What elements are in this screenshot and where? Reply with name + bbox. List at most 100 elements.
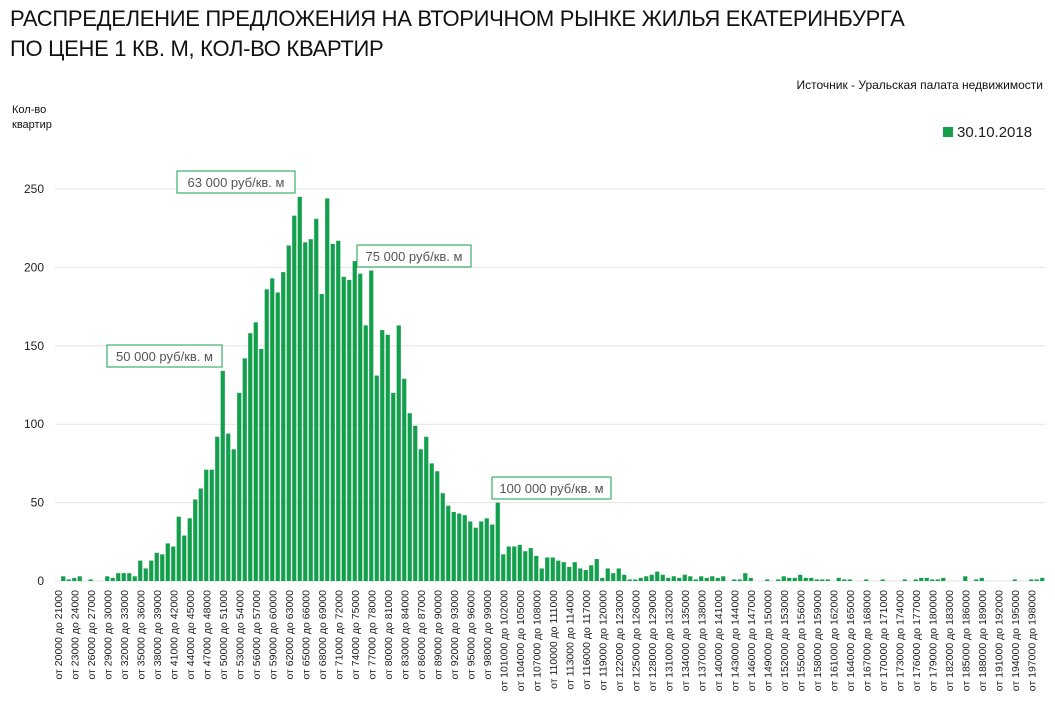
- x-tick-label: от 185000 до 186000: [960, 590, 972, 691]
- x-tick-label: от 173000 до 174000: [894, 590, 906, 691]
- x-tick-label: от 68000 до 69000: [317, 590, 329, 680]
- bar: [358, 273, 363, 581]
- bar: [275, 292, 280, 581]
- x-tick-label: от 143000 до 144000: [729, 590, 741, 691]
- x-tick-label: от 167000 до 168000: [861, 590, 873, 691]
- bar: [154, 552, 159, 581]
- bar: [506, 546, 511, 581]
- annotation: 75 000 руб/кв. м: [366, 249, 463, 264]
- bar: [66, 579, 71, 581]
- x-tick-label: от 62000 до 63000: [284, 590, 296, 680]
- bar: [484, 518, 489, 581]
- source: Источник - Уральская палата недвижимости: [796, 78, 1043, 92]
- bar: [935, 579, 940, 581]
- bar: [352, 261, 357, 581]
- bar: [512, 546, 517, 581]
- bar: [517, 544, 522, 581]
- x-tick-label: от 161000 до 162000: [828, 590, 840, 691]
- x-tick-label: от 170000 до 171000: [878, 590, 890, 691]
- x-tick-label: от 131000 до 132000: [663, 590, 675, 691]
- bar: [550, 557, 555, 581]
- bar: [165, 543, 170, 581]
- bar: [814, 579, 819, 581]
- x-tick-label: от 95000 до 96000: [465, 590, 477, 680]
- bar: [649, 574, 654, 581]
- x-tick-label: от 134000 до 135000: [680, 590, 692, 691]
- y-tick-label: 100: [24, 417, 44, 431]
- bar: [534, 555, 539, 581]
- bar: [429, 463, 434, 581]
- legend-label: 30.10.2018: [957, 124, 1032, 141]
- bar: [616, 568, 621, 581]
- bar: [413, 425, 418, 581]
- bar: [407, 413, 412, 581]
- bar: [72, 577, 77, 581]
- x-tick-label: от 65000 до 66000: [300, 590, 312, 680]
- x-tick-label: от 38000 до 39000: [152, 590, 164, 680]
- x-tick-label: от 26000 до 27000: [86, 590, 98, 680]
- bar: [737, 579, 742, 581]
- bar: [1034, 579, 1039, 581]
- bar: [594, 559, 599, 581]
- bar: [979, 577, 984, 581]
- bar: [308, 239, 313, 581]
- bar: [556, 560, 561, 581]
- bar: [1012, 579, 1017, 581]
- bar: [402, 378, 407, 581]
- x-tick-label: от 146000 до 147000: [746, 590, 758, 691]
- bar: [418, 449, 423, 581]
- x-tick-label: от 158000 до 159000: [812, 590, 824, 691]
- bar: [930, 579, 935, 581]
- bar: [781, 576, 786, 581]
- x-tick-label: от 119000 до 120000: [597, 590, 609, 691]
- bar: [121, 573, 126, 581]
- bar: [776, 579, 781, 581]
- y-tick-label: 250: [24, 182, 44, 196]
- bar: [787, 577, 792, 581]
- bar: [116, 573, 121, 581]
- bar: [330, 243, 335, 581]
- bar: [259, 348, 264, 581]
- bar: [385, 334, 390, 581]
- bar: [688, 576, 693, 581]
- x-tick-label: от 20000 до 21000: [53, 590, 65, 680]
- x-tick-label: от 104000 до 105000: [515, 590, 527, 691]
- x-tick-label: от 182000 до 183000: [944, 590, 956, 691]
- bar: [600, 577, 605, 581]
- bar: [281, 272, 286, 581]
- bar: [880, 579, 885, 581]
- bar: [864, 579, 869, 581]
- bar: [732, 579, 737, 581]
- bar: [138, 560, 143, 581]
- bar: [347, 279, 352, 581]
- x-tick-label: от 101000 до 102000: [498, 590, 510, 691]
- x-tick-label: от 29000 до 30000: [102, 590, 114, 680]
- bar: [704, 577, 709, 581]
- x-tick-label: от 107000 до 108000: [531, 590, 543, 691]
- annotation-box: [491, 476, 612, 500]
- bar: [715, 577, 720, 581]
- y-tick-label: 0: [37, 574, 44, 588]
- bar: [220, 370, 225, 581]
- x-tick-label: от 56000 до 57000: [251, 590, 263, 680]
- bar: [336, 240, 341, 581]
- bar: [319, 294, 324, 581]
- bar: [451, 512, 456, 581]
- bar: [633, 579, 638, 581]
- x-tick-label: от 86000 до 87000: [416, 590, 428, 680]
- x-tick-label: от 74000 до 75000: [350, 590, 362, 680]
- bar: [495, 502, 500, 581]
- x-tick-label: от 176000 до 177000: [911, 590, 923, 691]
- bar: [440, 493, 445, 581]
- bar: [611, 573, 616, 581]
- bar: [380, 330, 385, 581]
- x-tick-label: от 98000 до 99000: [482, 590, 494, 680]
- bar: [803, 577, 808, 581]
- x-tick-label: от 116000 до 117000: [581, 590, 593, 690]
- bar: [193, 499, 198, 581]
- x-tick-label: от 113000 до 114000: [564, 590, 576, 690]
- bar: [627, 579, 632, 581]
- bar: [341, 276, 346, 581]
